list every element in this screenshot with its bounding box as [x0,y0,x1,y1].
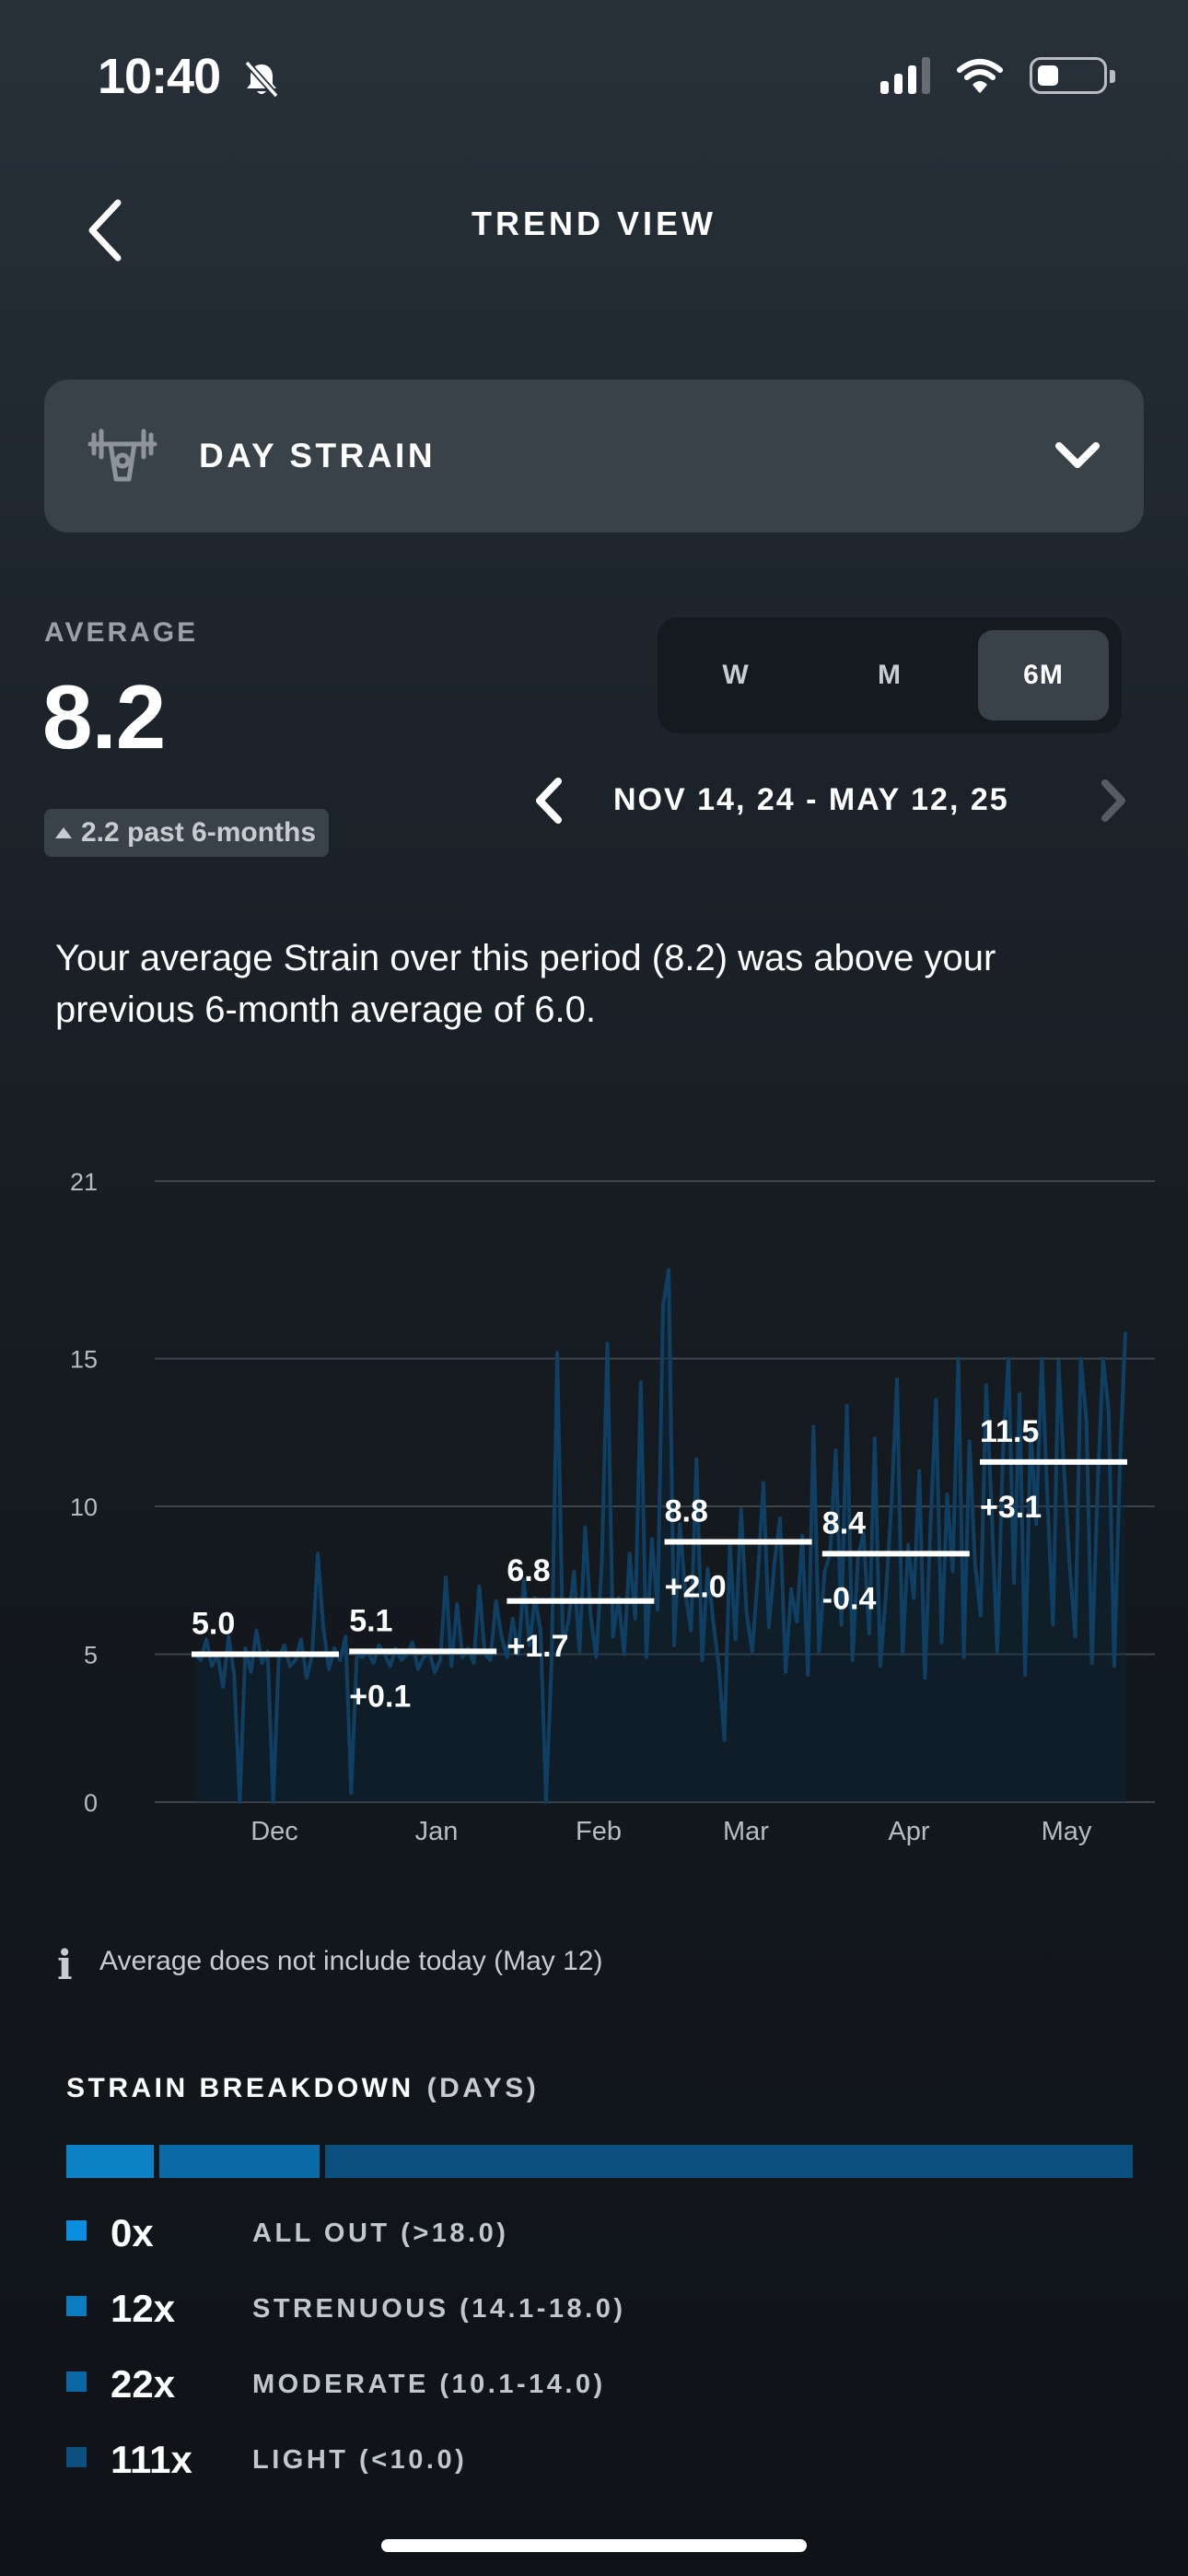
status-indicators [880,57,1115,94]
back-button[interactable] [77,193,133,267]
strain-breakdown-bar [66,2145,1133,2178]
monthly-average-label: 5.0 [192,1607,235,1642]
wifi-icon [957,59,1003,93]
legend-count: 0x [111,2211,154,2254]
legend-label: MODERATE (10.1-14.0) [252,2370,606,2399]
average-value: 8.2 [42,666,166,767]
x-tick-label: Feb [576,1817,622,1846]
average-change-badge: 2.2 past 6-months [44,809,330,857]
chevron-left-icon [536,778,562,824]
monthly-average-label: 8.8 [665,1494,708,1529]
info-note: Average does not include today (May 12) [99,1946,603,1976]
legend-label: LIGHT (<10.0) [252,2445,468,2475]
monthly-delta-label: +0.1 [349,1679,411,1714]
silent-bell-icon [241,59,282,104]
x-tick-label: May [1042,1817,1092,1846]
legend-swatch [66,2447,87,2467]
legend-swatch [66,2371,87,2392]
strain-icon [87,426,158,493]
chevron-right-icon [1101,779,1125,822]
x-tick-label: Apr [888,1817,929,1846]
legend-count: 22x [111,2362,176,2406]
breakdown-row-all-out: 0x ALL OUT (>18.0) [66,2204,1079,2259]
breakdown-row-light: 111x LIGHT (<10.0) [66,2430,1079,2486]
average-label: AVERAGE [44,617,199,648]
strain-series-line [193,1268,1127,1804]
breakdown-title: STRAIN BREAKDOWN (DAYS) [66,2073,539,2104]
y-tick-label: 0 [84,1789,98,1817]
metric-selector[interactable]: DAY STRAIN [44,380,1144,533]
status-time: 10:40 [98,49,221,104]
chevron-left-icon [88,199,122,262]
strain-trend-chart: 0 5 10 15 21 5.0 5.1 +0.1 6.8 +1.7 8.8 +2.0 8.4 -0.4… [70,1168,1155,1846]
legend-count: 111x [111,2438,192,2481]
next-range-button[interactable] [1096,776,1133,830]
monthly-delta-label: +2.0 [665,1570,727,1605]
range-selector: W M 6M [658,617,1122,733]
breakdown-row-moderate: 22x MODERATE (10.1-14.0) [66,2355,1079,2410]
chevron-down-icon [1054,431,1101,484]
previous-range-button[interactable] [529,776,569,830]
home-indicator [381,2539,807,2552]
tab-month[interactable]: M [878,660,902,690]
monthly-delta-label: +1.7 [507,1629,568,1664]
y-tick-label: 21 [70,1168,98,1196]
metric-label: DAY STRAIN [199,437,437,474]
legend-swatch [66,2220,87,2241]
tab-6-months[interactable]: 6M [978,630,1109,720]
x-tick-label: Jan [415,1817,459,1846]
monthly-delta-label: +3.1 [980,1490,1042,1525]
y-tick-label: 5 [84,1642,98,1669]
y-tick-label: 10 [70,1493,98,1521]
x-tick-label: Dec [250,1817,298,1846]
legend-label: STRENUOUS (14.1-18.0) [252,2294,626,2324]
monthly-average-label: 6.8 [507,1553,550,1588]
breakdown-segment-light [324,2145,1133,2178]
breakdown-title-text: STRAIN BREAKDOWN [66,2073,414,2103]
tab-week[interactable]: W [722,660,750,690]
monthly-average-label: 11.5 [980,1414,1039,1449]
breakdown-row-strenuous: 12x STRENUOUS (14.1-18.0) [66,2279,1079,2335]
info-icon[interactable]: i [57,1942,73,1989]
breakdown-segment-strenuous [66,2145,154,2178]
date-range-label: NOV 14, 24 - MAY 12, 25 [613,782,1009,817]
cellular-signal-icon [880,57,930,94]
monthly-average-label: 8.4 [822,1505,866,1540]
legend-count: 12x [111,2287,176,2330]
monthly-average-label: 5.1 [349,1603,392,1638]
legend-swatch [66,2296,87,2316]
legend-label: ALL OUT (>18.0) [252,2219,509,2248]
breakdown-segment-moderate [158,2145,320,2178]
page-title: TREND VIEW [471,205,716,242]
x-tick-label: Mar [723,1817,769,1846]
monthly-delta-label: -0.4 [822,1581,877,1616]
average-change-text: 2.2 past 6-months [81,817,317,848]
breakdown-unit: (DAYS) [426,2073,540,2103]
y-tick-label: 15 [70,1346,98,1374]
trend-description: Your average Strain over this period (8.… [55,938,996,1030]
triangle-up-icon [55,827,72,838]
battery-icon [1030,57,1115,94]
